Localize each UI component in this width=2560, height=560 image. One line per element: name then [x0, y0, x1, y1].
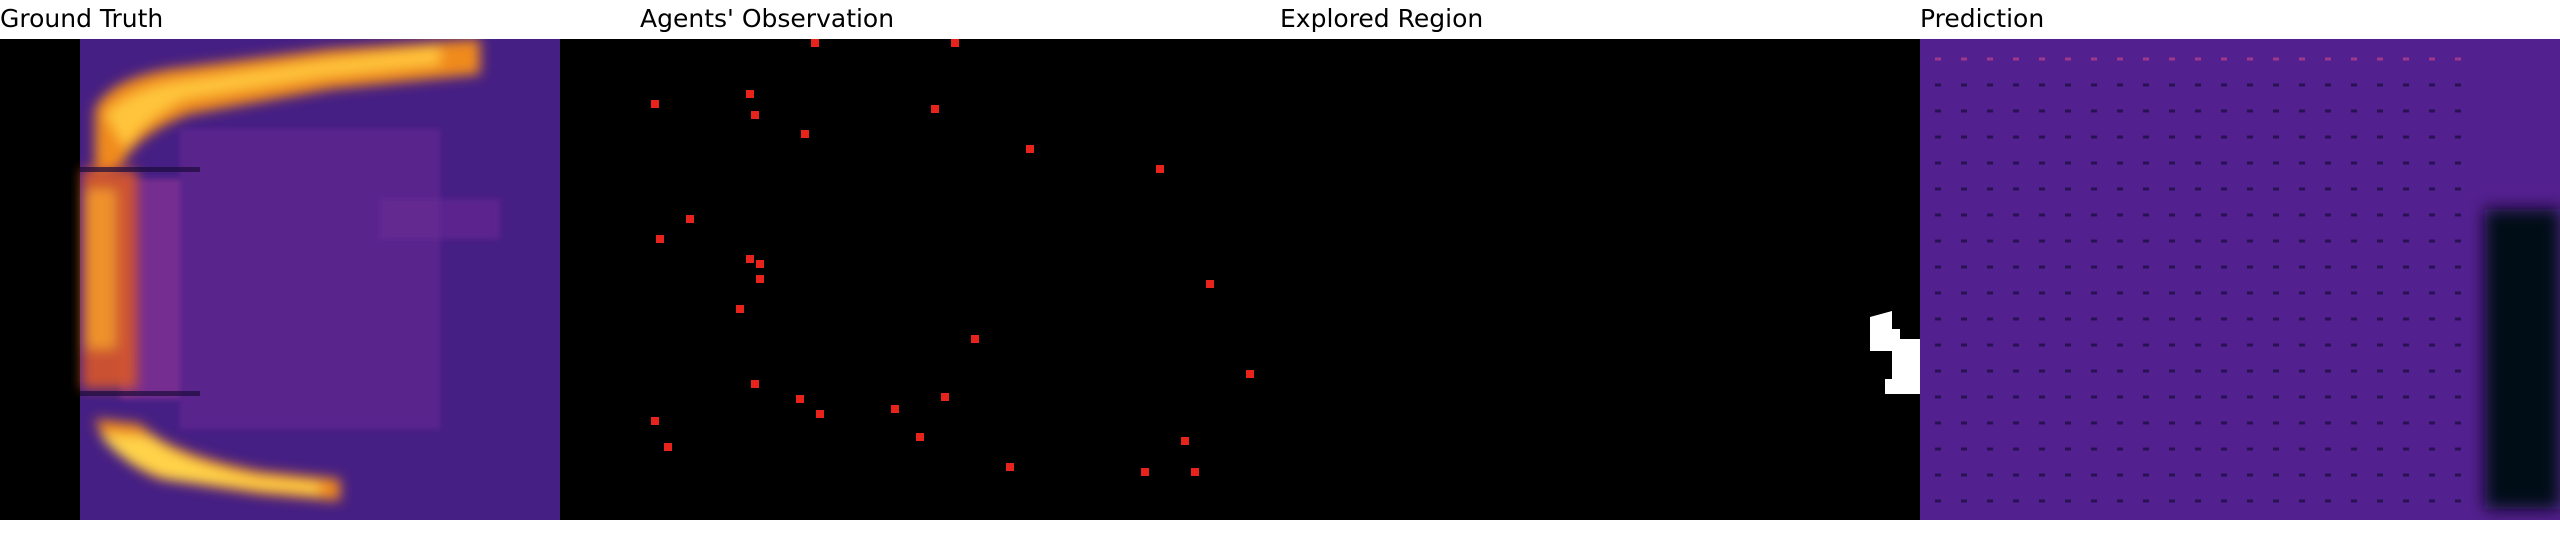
agent-marker — [736, 305, 744, 313]
prediction-base — [1920, 39, 2560, 520]
agent-marker — [664, 443, 672, 451]
agent-marker — [1026, 145, 1034, 153]
heatmap-left-band — [82, 169, 137, 389]
agent-marker — [1141, 468, 1149, 476]
agent-marker — [1006, 463, 1014, 471]
explored-region-svg — [1280, 39, 1920, 520]
agent-marker — [751, 380, 759, 388]
prediction-grid-pattern — [1935, 57, 2461, 503]
agent-marker — [746, 255, 754, 263]
agent-marker — [651, 100, 659, 108]
prediction-title: Prediction — [1920, 4, 2045, 33]
agent-marker — [686, 215, 694, 223]
prediction-tint — [1920, 39, 2560, 520]
agent-marker — [1156, 165, 1164, 173]
ground-truth-title: Ground Truth — [0, 4, 164, 33]
heatmap-streak — [80, 167, 200, 172]
prediction-heatmap — [1920, 39, 2560, 520]
agent-marker — [951, 39, 959, 47]
agent-marker — [756, 275, 764, 283]
ground-truth-heatmap — [0, 39, 640, 520]
agent-marker — [971, 335, 979, 343]
agents-observation-title: Agents' Observation — [640, 4, 895, 33]
agent-marker — [916, 433, 924, 441]
explored-area — [1870, 311, 1920, 394]
explored-region-title: Explored Region — [1280, 4, 1484, 33]
agents-observation-svg — [640, 39, 1280, 520]
prediction-svg — [1920, 39, 2560, 520]
prediction-dark-region — [2485, 209, 2560, 509]
agent-marker — [816, 410, 824, 418]
agent-marker — [801, 130, 809, 138]
heatmap-bottom-band — [95, 419, 340, 501]
panel-background — [1280, 39, 1920, 520]
agent-marker — [756, 260, 764, 268]
agent-marker — [796, 395, 804, 403]
agent-marker — [746, 90, 754, 98]
agent-marker — [941, 393, 949, 401]
agent-marker — [651, 417, 659, 425]
panel-background — [640, 39, 1280, 520]
agent-marker — [891, 405, 899, 413]
agent-marker — [811, 39, 819, 47]
agent-marker — [1181, 437, 1189, 445]
agents-observation-panel — [640, 39, 1280, 520]
agent-marker — [1206, 280, 1214, 288]
ground-truth-svg — [0, 39, 640, 520]
agent-marker — [931, 105, 939, 113]
agent-marker — [656, 235, 664, 243]
agent-marker — [1191, 468, 1199, 476]
agent-marker — [751, 111, 759, 119]
heatmap-top-band — [95, 39, 480, 179]
agent-marker — [1246, 370, 1254, 378]
explored-region-panel — [1280, 39, 1920, 520]
heatmap-streak — [80, 391, 200, 396]
